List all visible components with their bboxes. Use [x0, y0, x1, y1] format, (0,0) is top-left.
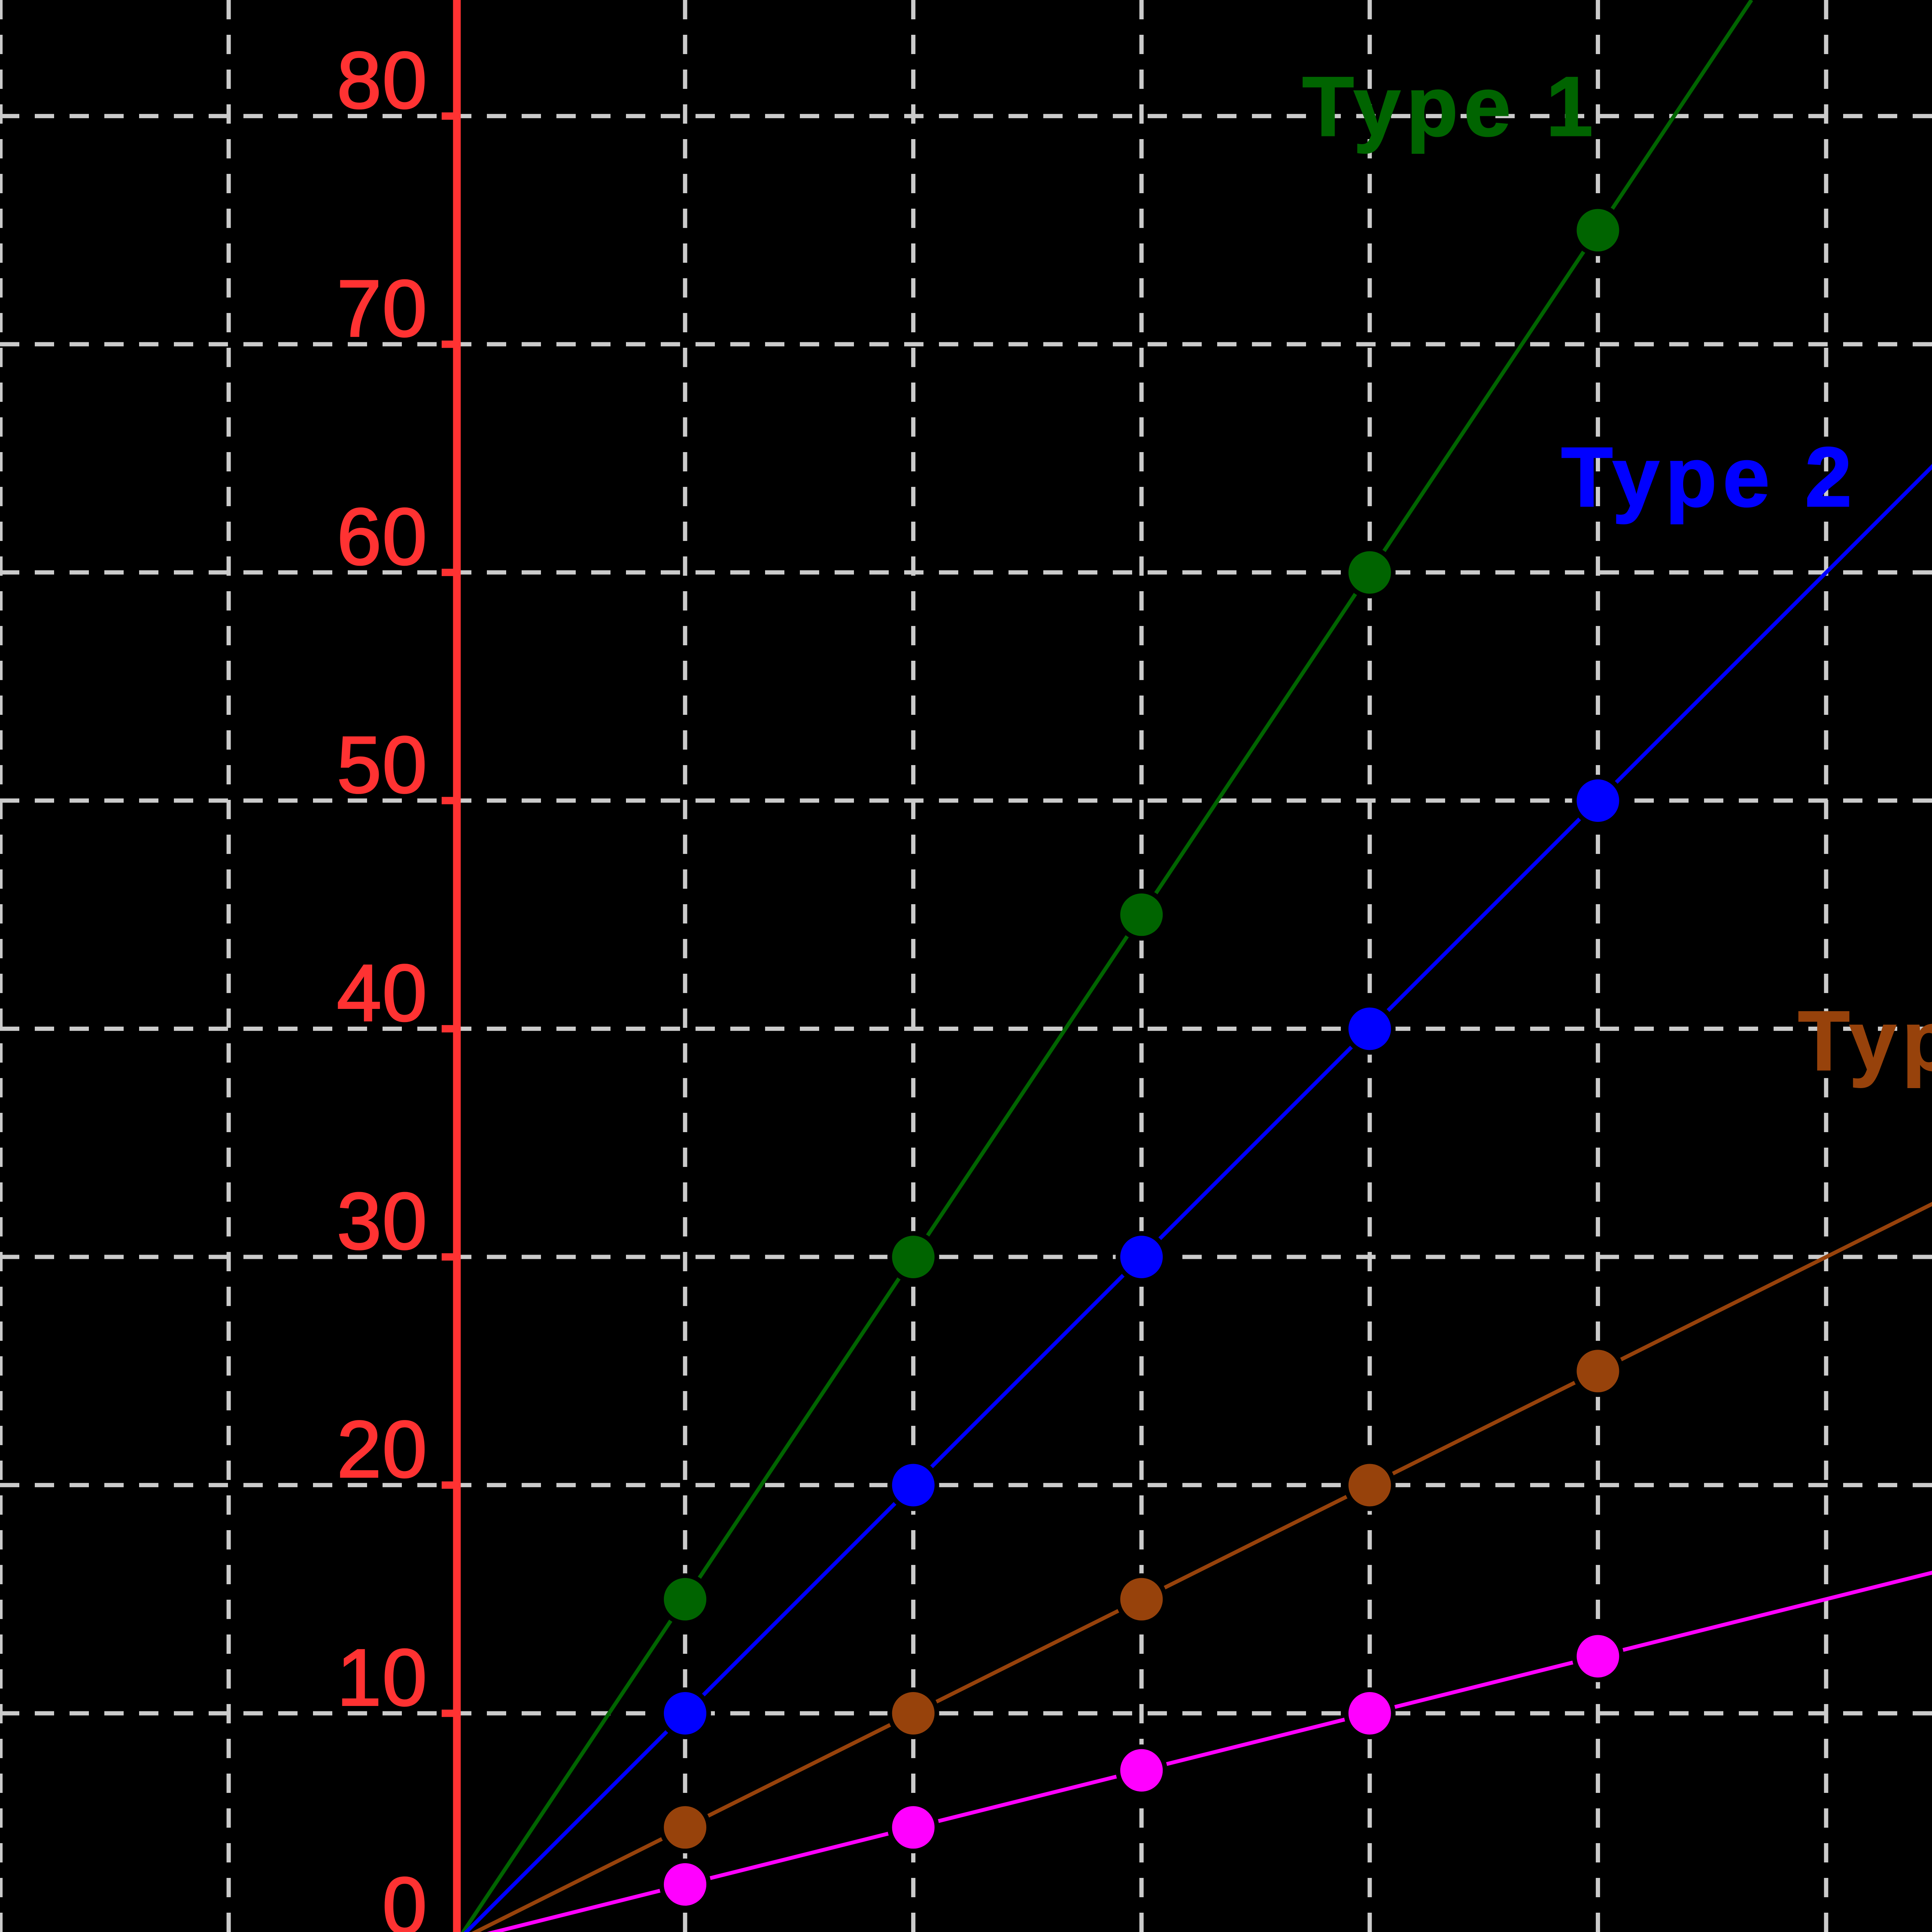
svg-text:50: 50 — [337, 720, 428, 810]
svg-text:40: 40 — [337, 948, 428, 1038]
svg-text:Type 2: Type 2 — [1561, 430, 1858, 524]
svg-text:Type 1: Type 1 — [1302, 60, 1599, 154]
svg-text:0: 0 — [382, 1861, 428, 1932]
svg-text:Type 3: Type 3 — [1798, 994, 1932, 1088]
svg-text:70: 70 — [337, 264, 428, 354]
svg-text:30: 30 — [337, 1177, 428, 1266]
svg-text:60: 60 — [337, 492, 428, 582]
svg-text:20: 20 — [337, 1405, 428, 1494]
svg-text:10: 10 — [337, 1633, 428, 1723]
svg-text:80: 80 — [337, 36, 428, 125]
